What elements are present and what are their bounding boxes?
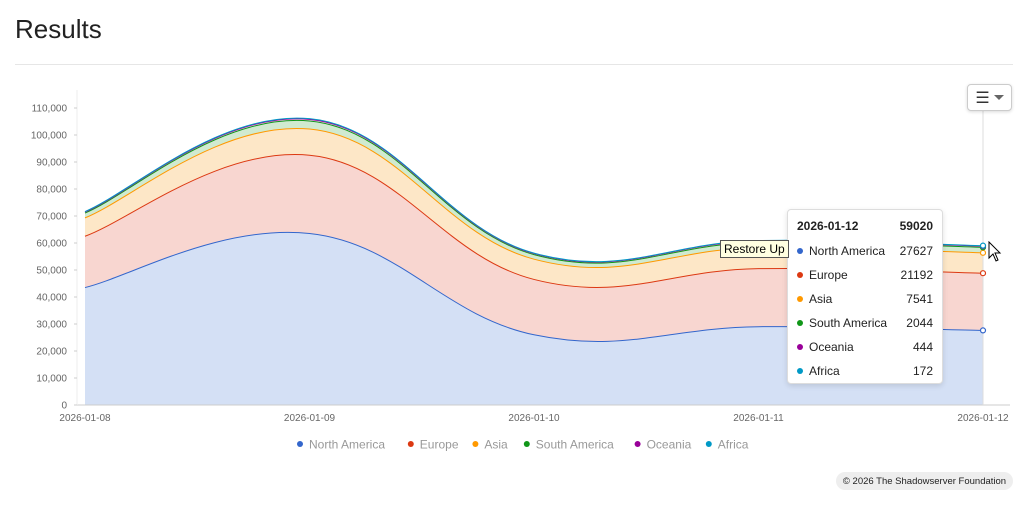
legend-marker [472, 441, 479, 447]
legend-marker [634, 441, 641, 447]
hamburger-menu-icon: ☰ [975, 89, 990, 107]
tooltip-series-value: 27627 [899, 244, 933, 258]
legend-marker [523, 441, 530, 447]
tooltip-series-name: North America [809, 244, 886, 258]
page-title: Results [15, 14, 102, 44]
title-divider [15, 64, 1013, 65]
chevron-down-icon [993, 95, 1004, 100]
hover-markers [979, 242, 987, 334]
marker-africa [979, 242, 987, 249]
tooltip-series-value: 2044 [906, 316, 933, 330]
tooltip-row: North America 27627 [797, 239, 933, 263]
tooltip-row: Oceania 444 [797, 335, 933, 359]
chart-legend: North America Europe Asia South America Ocea… [297, 438, 749, 452]
legend-label: South America [536, 438, 614, 452]
tooltip-row: Asia 7541 [797, 287, 933, 311]
area-north-america [85, 232, 983, 405]
y-tick-label: 110,000 [32, 104, 68, 115]
marker-asia [979, 249, 987, 256]
y-tick-label: 100,000 [31, 131, 68, 142]
tooltip-series-dot [797, 248, 803, 254]
chart-menu-button[interactable]: ☰ [967, 84, 1012, 111]
tooltip-series-value: 172 [912, 364, 933, 378]
legend-label: North America [309, 438, 385, 452]
tooltip-row: Europe 21192 [797, 263, 933, 287]
tooltip-series-dot [797, 272, 803, 278]
y-tick-label: 0 [61, 401, 67, 412]
tooltip-series-value: 21192 [900, 268, 933, 282]
mouse-pointer-icon [988, 241, 1002, 262]
y-tick-label: 10,000 [36, 374, 67, 385]
legend-label: Africa [718, 438, 749, 452]
marker-europe [979, 270, 987, 277]
legend-marker [297, 441, 303, 447]
marker-north-america [979, 327, 987, 334]
y-tick-label: 60,000 [36, 239, 67, 250]
x-tick-label: 2026-01-08 [59, 413, 111, 424]
tooltip-series-value: 444 [912, 340, 933, 354]
tooltip-series-name: Asia [809, 292, 833, 306]
legend-label: Europe [420, 438, 459, 452]
tooltip-date: 2026-01-12 [797, 219, 859, 233]
y-tick-label: 50,000 [36, 266, 67, 277]
legend-marker [705, 441, 712, 447]
tooltip-series-name: Africa [809, 364, 840, 378]
tooltip-series-name: South America [809, 316, 888, 330]
data-tooltip: 2026-01-12 59020 North America 27627 Europ… [787, 209, 943, 384]
legend-label: Oceania [647, 438, 692, 452]
y-tick-label: 70,000 [36, 212, 67, 223]
y-tick-label: 90,000 [36, 158, 67, 169]
tooltip-row: South America 2044 [797, 311, 933, 335]
axes: 0 10,000 20,000 30,000 40,000 50,000 60,000 70,… [31, 90, 1010, 424]
y-tick-label: 80,000 [36, 185, 67, 196]
y-tick-label: 20,000 [36, 347, 67, 358]
x-tick-label: 2026-01-11 [733, 413, 784, 424]
tooltip-series-value: 7541 [906, 292, 933, 306]
legend-label: Asia [484, 438, 508, 452]
tooltip-series-dot [797, 344, 803, 350]
y-tick-label: 30,000 [36, 320, 67, 331]
copyright-badge: © 2026 The Shadowserver Foundation [836, 472, 1013, 490]
tooltip-series-dot [797, 320, 803, 326]
x-tick-label: 2026-01-10 [508, 413, 560, 424]
x-tick-label: 2026-01-09 [284, 413, 336, 424]
tooltip-row: Africa 172 [797, 359, 933, 383]
x-tick-label: 2026-01-12 [957, 413, 1009, 424]
tooltip-total: 59020 [899, 219, 933, 233]
y-tick-label: 40,000 [36, 293, 67, 304]
tooltip-series-name: Europe [809, 268, 848, 282]
tooltip-series-dot [797, 296, 803, 302]
tooltip-series-name: Oceania [809, 340, 854, 354]
restore-up-tooltip: Restore Up [720, 240, 789, 258]
tooltip-series-dot [797, 368, 803, 374]
legend-marker [407, 441, 414, 447]
